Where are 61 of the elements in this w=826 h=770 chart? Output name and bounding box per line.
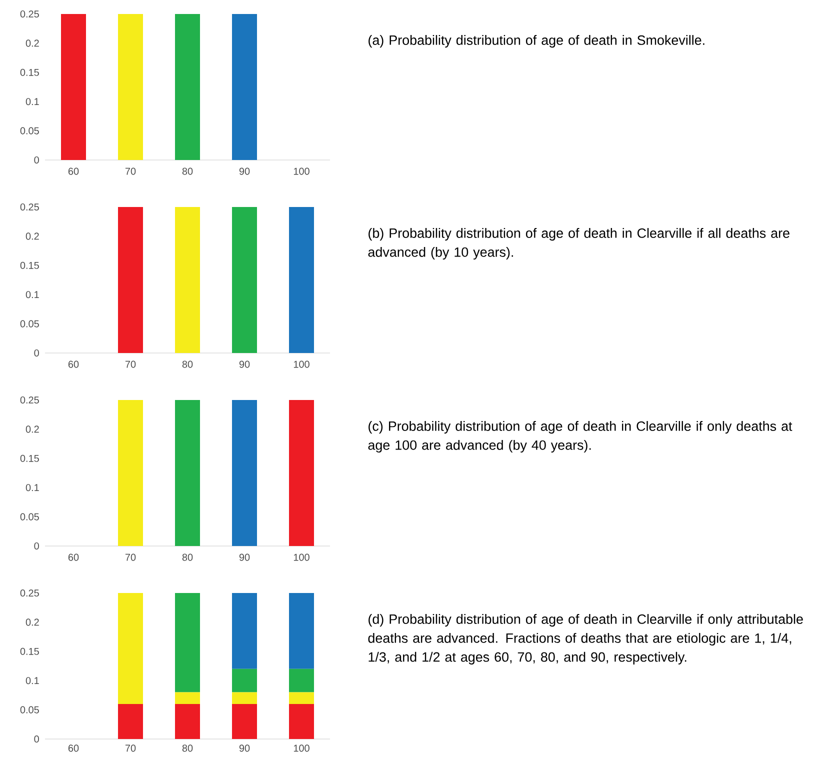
y-tick-label: 0.15 (20, 68, 39, 76)
y-tick-label: 0.05 (20, 320, 39, 328)
x-tick-label: 60 (68, 168, 79, 175)
x-tick-label: 80 (182, 554, 193, 561)
x-tick-label: 70 (125, 744, 136, 752)
x-tick-label: 60 (68, 554, 79, 561)
y-tick-label: 0.25 (20, 10, 39, 18)
x-tick-label: 70 (125, 554, 136, 561)
bar (232, 668, 257, 692)
x-tick-label: 90 (239, 744, 250, 752)
bar (232, 593, 257, 669)
y-tick-label: 0 (34, 349, 39, 357)
bar (118, 704, 143, 740)
y-tick-label: 0.1 (26, 98, 39, 106)
bar (232, 692, 257, 704)
y-tick-label: 0.15 (20, 454, 39, 462)
x-tick-label: 100 (294, 744, 310, 752)
y-tick-label: 0.15 (20, 648, 39, 655)
text: (a) Probability distribution of age of death in Smokeville. (368, 35, 704, 48)
y-tick-label: 0.05 (20, 706, 39, 714)
x-tick-label: 100 (294, 360, 310, 368)
bar (175, 704, 200, 740)
y-tick-label: 0 (34, 542, 39, 550)
bar (289, 668, 314, 692)
x-tick-label: 90 (239, 360, 250, 368)
bar (232, 704, 257, 740)
y-tick-label: 0.25 (20, 589, 39, 597)
x-tick-label: 90 (239, 168, 250, 175)
y-tick-label: 0.1 (26, 677, 39, 684)
text: (b) Probability distribution of age of death in Clearville if all deaths are advanced (by 10 years). (368, 228, 790, 260)
x-tick-label: 70 (125, 168, 136, 175)
y-tick-label: 0.2 (26, 40, 39, 47)
bar (289, 593, 314, 669)
y-tick-label: 0.05 (20, 513, 39, 520)
y-tick-label: 0 (34, 735, 39, 743)
bar (289, 692, 314, 704)
x-tick-label: 80 (182, 744, 193, 752)
x-tick-label: 60 (68, 744, 79, 752)
text: (c) Probability distribution of age of death in Clearville if only deaths at age 100 are advanced (by 40 years). (368, 421, 792, 453)
bar (175, 692, 200, 704)
y-tick-label: 0.2 (26, 232, 39, 240)
y-tick-label: 0.05 (20, 127, 39, 134)
x-tick-label: 90 (239, 554, 250, 561)
bar (289, 704, 314, 740)
text: (d) Probability distribution of age of death in Clearville if only attributable deaths are advanced. Fractions of deaths that are etiologic are 1, 1/4, 1/3, and 1/2 at ages 60, 70, 80, and 90, respectively. (368, 614, 803, 664)
y-tick-label: 0.25 (20, 396, 39, 404)
x-tick-label: 80 (182, 168, 193, 175)
x-tick-label: 100 (294, 554, 310, 561)
y-tick-label: 0.1 (26, 291, 39, 298)
y-tick-label: 0.1 (26, 484, 39, 492)
x-tick-label: 80 (182, 360, 193, 368)
bar (118, 593, 143, 704)
x-tick-label: 70 (125, 360, 136, 368)
y-tick-label: 0 (34, 156, 39, 164)
x-tick-label: 60 (68, 360, 79, 368)
y-tick-label: 0.15 (20, 262, 39, 269)
y-tick-label: 0.2 (26, 426, 39, 433)
y-tick-label: 0.2 (26, 618, 39, 626)
y-tick-label: 0.25 (20, 203, 39, 211)
x-tick-label: 100 (294, 168, 310, 175)
bar (175, 593, 200, 692)
